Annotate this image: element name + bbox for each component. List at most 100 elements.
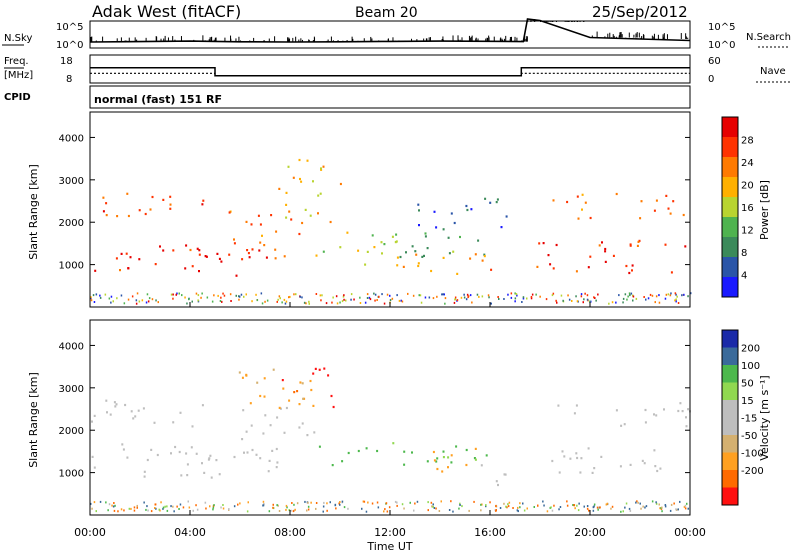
scatter-cell bbox=[247, 252, 250, 255]
scatter-cell bbox=[136, 292, 139, 295]
scatter-cell bbox=[598, 244, 601, 247]
scatter-cell bbox=[424, 296, 427, 299]
scatter-cell bbox=[417, 203, 420, 206]
scatter-cell bbox=[197, 299, 199, 302]
y-tick-label: 4000 bbox=[59, 341, 84, 352]
scatter-cell bbox=[246, 249, 249, 252]
scatter-cell bbox=[629, 243, 632, 246]
scatter-cell bbox=[655, 199, 658, 202]
scatter-cell bbox=[259, 394, 262, 398]
scatter-cell bbox=[359, 296, 361, 299]
scatter-cell bbox=[239, 502, 241, 505]
scatter-cell bbox=[113, 509, 116, 512]
scatter-cell bbox=[339, 182, 342, 186]
scatter-cell bbox=[176, 292, 178, 295]
scatter-cell bbox=[320, 168, 323, 171]
scatter-cell bbox=[283, 255, 286, 258]
scatter-cell bbox=[184, 296, 186, 299]
scatter-cell bbox=[647, 297, 650, 300]
scatter-cell bbox=[681, 410, 684, 413]
scatter-cell bbox=[615, 301, 617, 304]
date-label: 25/Sep/2012 bbox=[592, 3, 688, 21]
scatter-cell bbox=[640, 200, 643, 203]
scatter-cell bbox=[423, 254, 425, 257]
scatter-cell bbox=[115, 257, 118, 260]
scatter-cell bbox=[643, 462, 646, 465]
scatter-cell bbox=[573, 412, 576, 415]
scatter-cell bbox=[624, 293, 627, 296]
scatter-cell bbox=[401, 300, 404, 303]
scatter-cell bbox=[487, 294, 490, 297]
scatter-cell bbox=[127, 267, 130, 270]
scatter-cell bbox=[483, 253, 486, 256]
scatter-cell bbox=[274, 248, 277, 251]
scatter-cell bbox=[575, 270, 578, 273]
scatter-cell bbox=[664, 243, 667, 246]
scatter-cell bbox=[490, 268, 493, 271]
scatter-cell bbox=[469, 294, 472, 297]
scatter-cell bbox=[588, 509, 590, 512]
scatter-cell bbox=[615, 409, 618, 412]
scatter-cell bbox=[302, 397, 305, 400]
scatter-cell bbox=[176, 505, 178, 508]
velocity-colorbar-swatch bbox=[722, 347, 738, 366]
scatter-cell bbox=[162, 249, 165, 252]
scatter-cell bbox=[131, 295, 134, 298]
scatter-cell bbox=[432, 297, 435, 300]
scatter-cell bbox=[276, 300, 278, 303]
scatter-cell bbox=[195, 452, 198, 455]
scatter-cell bbox=[93, 466, 96, 469]
scatter-cell bbox=[628, 292, 631, 295]
scatter-cell bbox=[575, 295, 577, 298]
scatter-cell bbox=[186, 474, 189, 477]
scatter-cell bbox=[196, 247, 199, 250]
power-colorbar-swatch bbox=[722, 177, 738, 198]
scatter-cell bbox=[233, 238, 235, 241]
scatter-cell bbox=[369, 298, 372, 301]
scatter-cell bbox=[392, 442, 395, 445]
scatter-cell bbox=[138, 258, 141, 261]
scatter-cell bbox=[172, 249, 175, 252]
scatter-cell bbox=[313, 431, 316, 434]
power-colorbar-tick: 28 bbox=[741, 136, 754, 147]
scatter-cell bbox=[335, 295, 338, 298]
scatter-cell bbox=[507, 503, 509, 506]
scatter-cell bbox=[584, 292, 586, 295]
scatter-cell bbox=[465, 298, 468, 301]
scatter-cell bbox=[141, 299, 144, 302]
scatter-cell bbox=[625, 502, 628, 505]
scatter-cell bbox=[197, 294, 200, 297]
beam-label: Beam 20 bbox=[355, 5, 418, 21]
scatter-cell bbox=[260, 292, 263, 295]
scatter-cell bbox=[154, 507, 156, 509]
scatter-cell bbox=[436, 457, 439, 460]
scatter-cell bbox=[233, 242, 236, 245]
scatter-cell bbox=[661, 510, 663, 513]
scatter-cell bbox=[307, 508, 310, 511]
scatter-cell bbox=[332, 296, 334, 299]
scatter-cell bbox=[279, 297, 281, 300]
scatter-cell bbox=[463, 296, 466, 299]
scatter-cell bbox=[367, 501, 369, 504]
scatter-cell bbox=[655, 295, 658, 298]
scatter-cell bbox=[216, 252, 219, 255]
scatter-cell bbox=[629, 294, 631, 297]
scatter-cell bbox=[127, 298, 130, 301]
scatter-cell bbox=[150, 448, 153, 451]
scatter-cell bbox=[521, 301, 523, 303]
power-colorbar-tick: 24 bbox=[741, 158, 754, 169]
scatter-cell bbox=[466, 293, 469, 296]
power-colorbar-swatch bbox=[722, 257, 738, 278]
scatter-cell bbox=[323, 367, 326, 370]
scatter-cell bbox=[635, 501, 637, 504]
scatter-cell bbox=[309, 379, 312, 383]
scatter-cell bbox=[468, 509, 470, 512]
scatter-cell bbox=[296, 502, 299, 505]
scatter-cell bbox=[245, 220, 248, 223]
freq-label-line1: Freq. bbox=[4, 56, 29, 67]
scatter-cell bbox=[395, 233, 398, 236]
scatter-cell bbox=[220, 506, 222, 509]
scatter-cell bbox=[271, 449, 274, 452]
scatter-cell bbox=[461, 505, 463, 508]
scatter-cell bbox=[606, 502, 609, 505]
